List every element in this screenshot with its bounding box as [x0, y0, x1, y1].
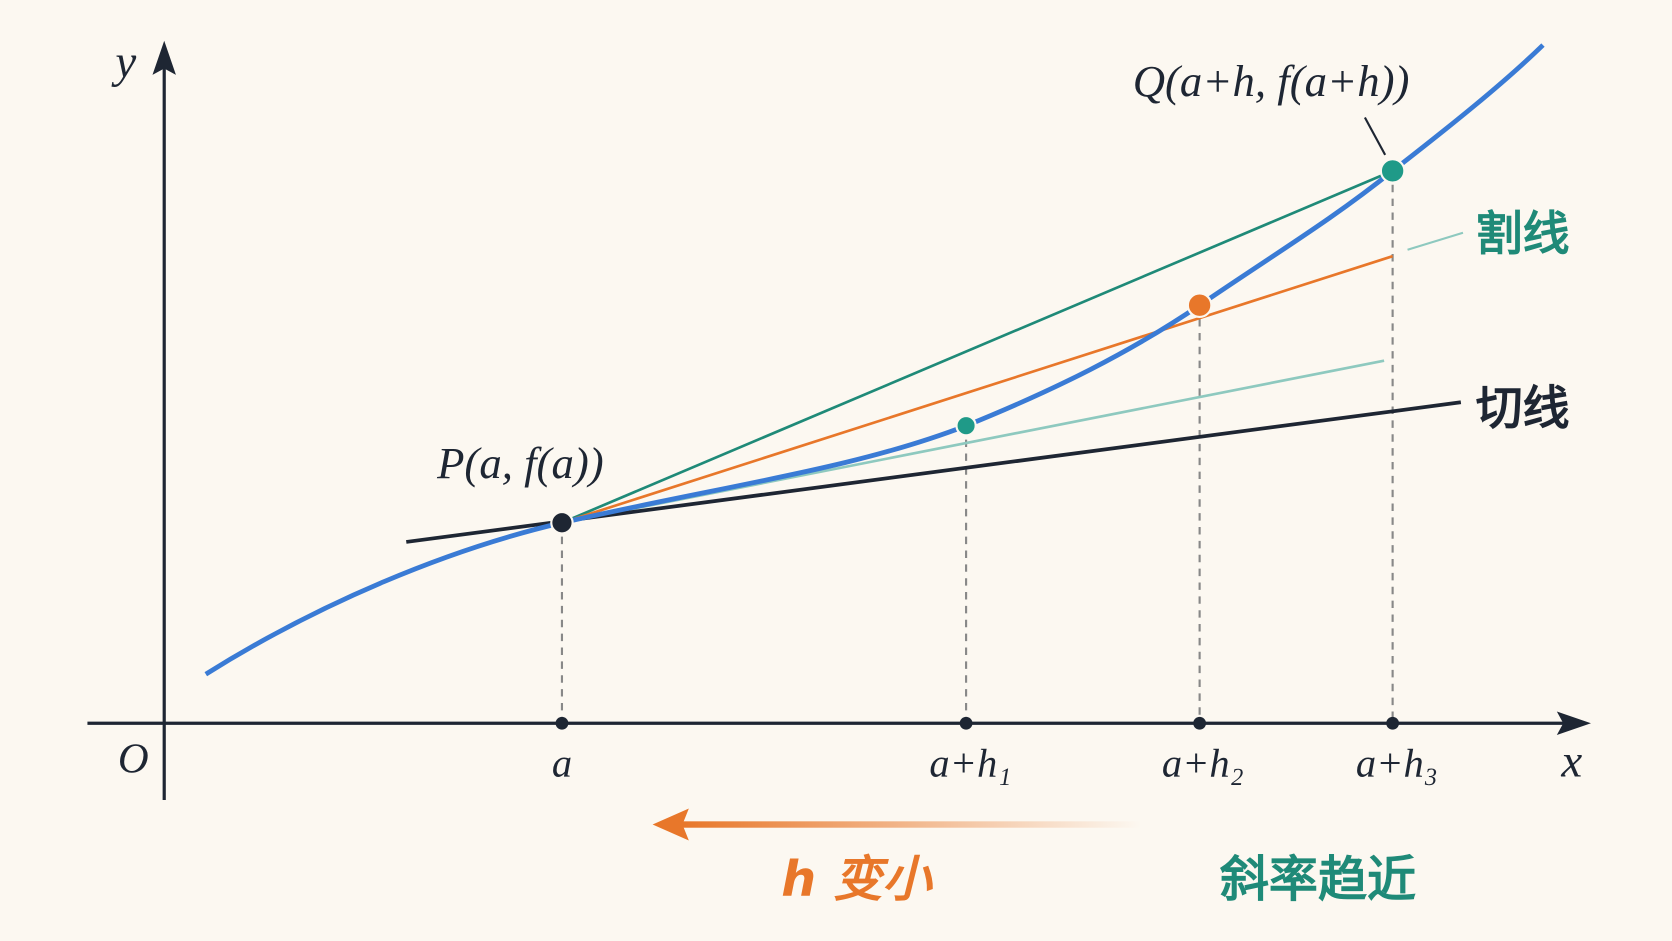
x-tick-label: a — [552, 741, 572, 786]
secant-pointer — [1407, 231, 1464, 251]
x-tick-label: a+h₁ — [929, 741, 1011, 786]
point-1 — [955, 415, 977, 437]
secant-label: 割线 — [1476, 207, 1570, 262]
origin-label: O — [118, 735, 149, 782]
y-label: y — [111, 36, 136, 88]
secant-1 — [561, 169, 1394, 524]
p-label: P(a, f(a)) — [436, 438, 604, 488]
x-tick-label: a+h₃ — [1356, 741, 1438, 786]
q-label: Q(a+h, f(a+h)) — [1133, 56, 1410, 106]
x-tick-label: a+h₂ — [1162, 741, 1244, 786]
tick-dots — [555, 716, 1400, 730]
slope-label: 斜率趋近 — [1220, 850, 1416, 908]
q-pointer — [1363, 117, 1387, 156]
point-q — [1379, 158, 1406, 184]
tangent-label: 切线 — [1476, 382, 1570, 437]
h-shrinks-label: h 变小 — [781, 850, 933, 908]
point-2 — [1186, 292, 1213, 319]
guides — [560, 170, 1394, 724]
secant-2 — [561, 254, 1394, 525]
x-label: x — [1560, 736, 1582, 788]
axes — [87, 40, 1591, 800]
arrow-head — [652, 808, 689, 841]
point-p — [550, 511, 574, 535]
arrow-shaft — [682, 821, 1141, 828]
